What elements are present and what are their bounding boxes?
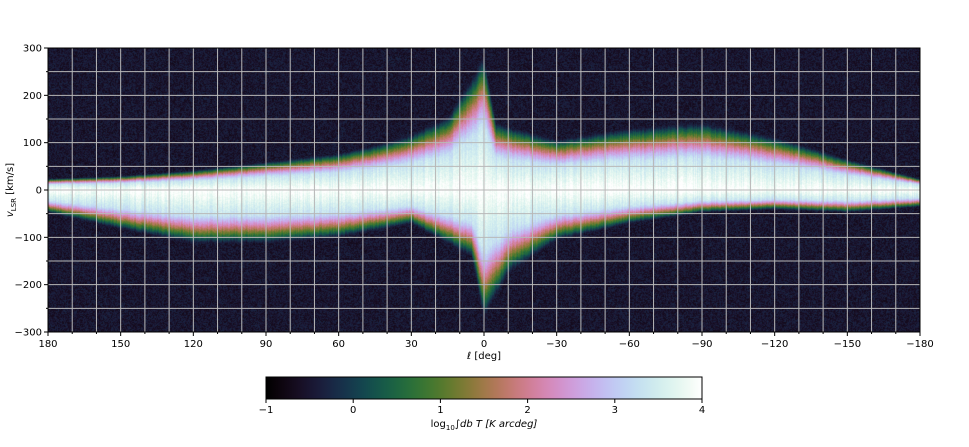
colorbar-tick-label: 4 bbox=[699, 405, 705, 416]
x-axis-label: ℓ [deg] bbox=[467, 351, 501, 362]
colorbar-gradient bbox=[266, 377, 702, 399]
y-tick-label: −200 bbox=[15, 280, 42, 291]
colorbar-label-rest: ∫db T [K arcdeg] bbox=[455, 419, 538, 430]
colorbar-label: log10∫db T [K arcdeg] bbox=[431, 419, 538, 432]
y-axis-ticks: 300 200 100 0 −100 −200 −300 bbox=[15, 44, 48, 339]
colorbar-tick-label: −1 bbox=[259, 405, 274, 416]
colorbar-tick-label: 2 bbox=[524, 405, 530, 416]
y-tick-label: 200 bbox=[23, 91, 42, 102]
x-tick-label: 0 bbox=[481, 339, 487, 350]
colorbar-ticks: −1 0 1 2 3 4 bbox=[259, 399, 705, 416]
y-axis-label-main: v bbox=[5, 210, 16, 217]
y-tick-label: 0 bbox=[36, 186, 42, 197]
x-tick-label: 180 bbox=[38, 339, 57, 350]
grid-lines bbox=[48, 48, 920, 332]
colorbar-tick-label: 0 bbox=[350, 405, 356, 416]
y-tick-label: −100 bbox=[15, 233, 42, 244]
y-axis-label-sub: LSR bbox=[10, 198, 18, 211]
x-tick-label: 60 bbox=[332, 339, 345, 350]
y-axis-label: vLSR [km/s] bbox=[5, 163, 18, 217]
colorbar-label-prefix: log bbox=[431, 419, 446, 430]
x-tick-label: −30 bbox=[546, 339, 567, 350]
colorbar-frame bbox=[265, 376, 703, 400]
y-tick-label: −300 bbox=[15, 328, 42, 339]
colorbar-tick-label: 1 bbox=[437, 405, 443, 416]
x-tick-label: 30 bbox=[405, 339, 418, 350]
plot-area: 180 150 120 90 60 30 0 −30 −60 −90 −120 −150 −180 30… bbox=[15, 44, 934, 351]
x-tick-label: 120 bbox=[184, 339, 203, 350]
x-axis-ticks: 180 150 120 90 60 30 0 −30 −60 −90 −120 −150 −180 bbox=[38, 332, 934, 350]
x-tick-label: −120 bbox=[761, 339, 788, 350]
colorbar: −1 0 1 2 3 4 log10∫db T [K arcdeg] bbox=[259, 376, 705, 432]
y-axis-label-unit: [km/s] bbox=[5, 163, 16, 198]
y-tick-label: 100 bbox=[23, 138, 42, 149]
x-tick-label: −180 bbox=[906, 339, 933, 350]
x-tick-label: −150 bbox=[834, 339, 861, 350]
colorbar-label-sub: 10 bbox=[446, 424, 455, 432]
x-tick-label: 90 bbox=[260, 339, 273, 350]
x-tick-label: −60 bbox=[619, 339, 640, 350]
x-tick-label: 150 bbox=[111, 339, 130, 350]
x-tick-label: −90 bbox=[691, 339, 712, 350]
colorbar-tick-label: 3 bbox=[612, 405, 618, 416]
y-tick-label: 300 bbox=[23, 44, 42, 55]
